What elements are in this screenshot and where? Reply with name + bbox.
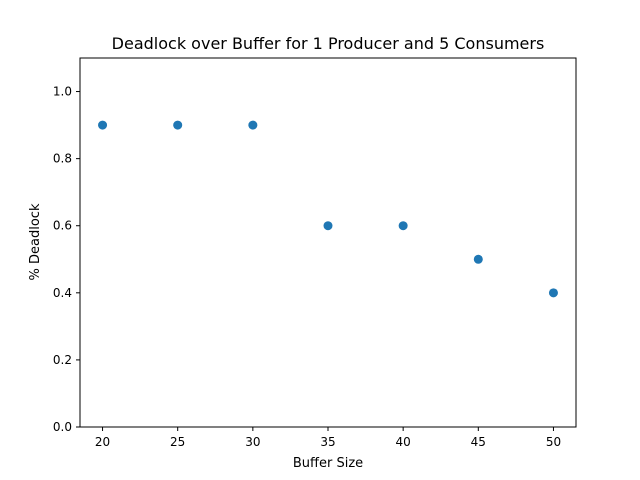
x-tick-label: 20 <box>95 435 110 449</box>
y-axis-label: % Deadlock <box>28 203 43 280</box>
data-point <box>473 254 483 264</box>
plot-frame <box>79 57 577 428</box>
data-point <box>98 120 108 130</box>
y-tick-label: 0.8 <box>53 152 72 166</box>
data-point <box>323 221 333 231</box>
x-tick-label: 50 <box>546 435 561 449</box>
y-tick-label: 0.2 <box>53 353 72 367</box>
x-tick-label: 40 <box>396 435 411 449</box>
y-tick-label: 0.6 <box>53 219 72 233</box>
x-axis-label: Buffer Size <box>293 456 363 471</box>
x-tick-label: 30 <box>245 435 260 449</box>
x-tick-label: 35 <box>320 435 335 449</box>
y-axis: 0.0 0.2 0.4 0.6 0.8 1.0 <box>53 85 80 434</box>
y-tick-label: 0.0 <box>53 420 72 434</box>
data-point <box>398 221 408 231</box>
y-tick-label: 0.4 <box>53 286 72 300</box>
data-point <box>173 120 183 130</box>
chart-title: Deadlock over Buffer for 1 Producer and … <box>112 34 545 53</box>
data-points <box>98 120 558 298</box>
x-tick-label: 45 <box>471 435 486 449</box>
x-tick-label: 25 <box>170 435 185 449</box>
data-point <box>248 120 258 130</box>
x-axis: 20 25 30 35 40 45 50 <box>95 427 561 449</box>
data-point <box>548 288 558 298</box>
y-tick-label: 1.0 <box>53 85 72 99</box>
